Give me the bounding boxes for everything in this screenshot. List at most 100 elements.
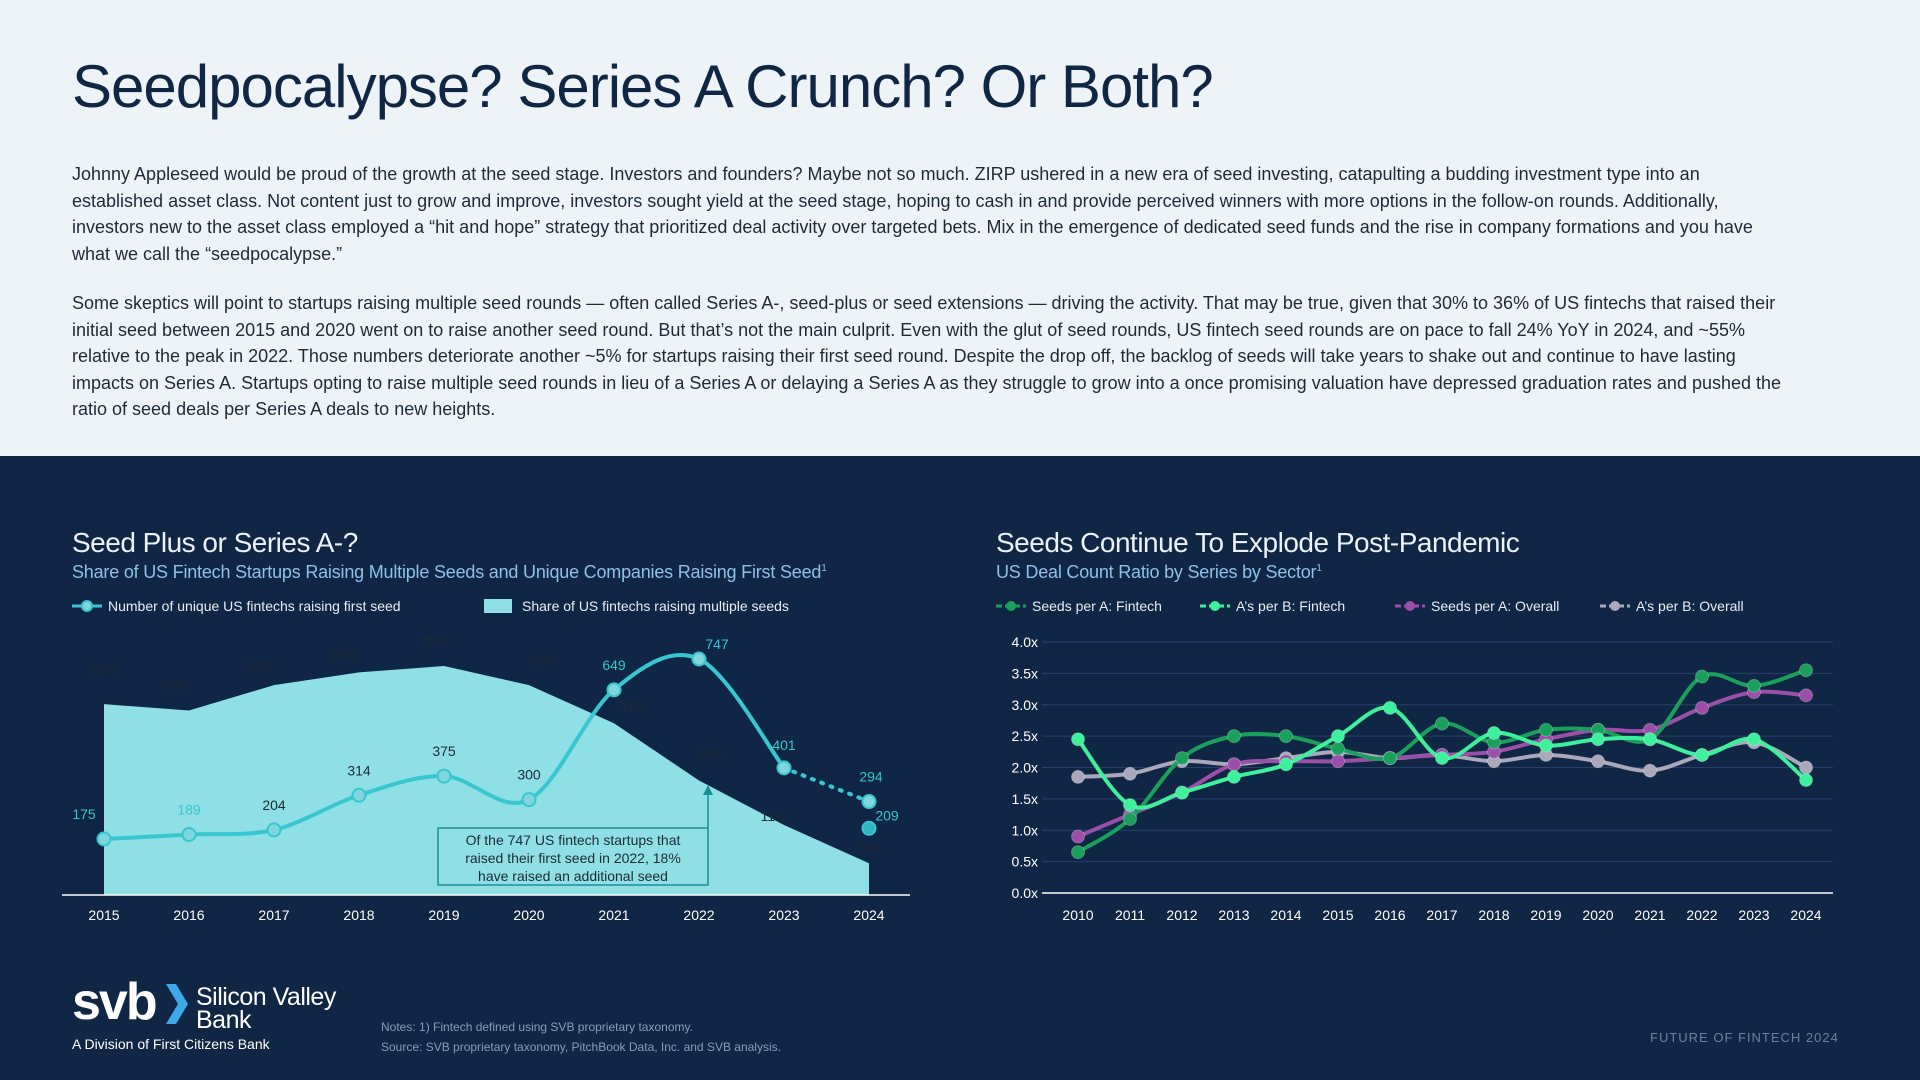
chart1-share-label: 29% xyxy=(160,678,188,694)
chart2-legend-label: A’s per B: Overall xyxy=(1636,598,1744,614)
chart1-point xyxy=(181,827,197,843)
chart2-point xyxy=(1279,729,1293,744)
chart2-point xyxy=(1799,760,1813,775)
chart2-point xyxy=(1071,732,1085,747)
chart1-share-label: 36% xyxy=(420,632,448,648)
chart1-legend-line-label: Number of unique US fintechs raising fir… xyxy=(108,598,401,614)
chart1-share-label: 11% xyxy=(761,808,788,824)
logo-bank-name: Silicon Valley Bank xyxy=(196,983,336,1034)
chart2-legend-item: A’s per B: Fintech xyxy=(1200,598,1345,614)
chart2-point xyxy=(1591,732,1605,747)
chart2-point xyxy=(1331,729,1345,744)
footnote-source: Source: SVB proprietary taxonomy, PitchB… xyxy=(381,1040,781,1054)
chart1-count-label: 747 xyxy=(705,636,729,652)
chart2-subtitle: US Deal Count Ratio by Series by Sector1 xyxy=(996,562,1322,582)
chart1-area-share xyxy=(104,666,869,895)
chart2-point xyxy=(1799,663,1813,678)
chart1-point-projected xyxy=(861,820,877,836)
chart2-x-tick: 2024 xyxy=(1790,907,1821,923)
legend-swatch-dot xyxy=(1006,601,1016,611)
chart2-point xyxy=(1331,741,1345,756)
chart2-x-tick: 2010 xyxy=(1062,907,1093,923)
chart2-y-tick: 0.5x xyxy=(1012,854,1038,870)
legend-swatch-dot xyxy=(1210,601,1220,611)
intro-paragraph-1: Johnny Appleseed would be proud of the g… xyxy=(72,164,1753,264)
chart1-share-label: 18% xyxy=(695,746,723,762)
chart1-x-tick: 2022 xyxy=(683,907,714,923)
chart2-y-tick: 3.0x xyxy=(1012,697,1038,713)
chart2-point xyxy=(1591,754,1605,769)
chart2-point xyxy=(1695,669,1709,684)
chart2-x-tick: 2023 xyxy=(1738,907,1769,923)
chart1-annotation-text: have raised an additional seed xyxy=(478,868,668,884)
chart2-y-tick: 1.0x xyxy=(1012,822,1038,838)
chart2-x-tick: 2019 xyxy=(1530,907,1561,923)
footnotes: Notes: 1) Fintech defined using SVB prop… xyxy=(381,1017,781,1057)
logo-mark: svb xyxy=(72,973,158,1031)
chart1-share-label: 33% xyxy=(527,652,555,668)
chart2-y-tick: 3.5x xyxy=(1012,665,1038,681)
legend-swatch xyxy=(1200,601,1230,611)
chart2-point xyxy=(1435,716,1449,731)
footer-text: FUTURE OF FINTECH 2024 xyxy=(1650,1030,1839,1045)
chart1-count-label: 375 xyxy=(432,743,456,759)
chart2-x-tick: 2015 xyxy=(1322,907,1353,923)
chart1-annotation-text: Of the 747 US fintech startups that xyxy=(466,832,681,848)
chart2-point xyxy=(1643,763,1657,778)
chart2-x-tick: 2011 xyxy=(1115,907,1145,923)
chevron-right-icon xyxy=(166,984,188,1024)
chart1-count-label: 189 xyxy=(177,802,201,818)
page-title: Seedpocalypse? Series A Crunch? Or Both? xyxy=(72,53,1214,120)
chart2-point xyxy=(1175,785,1189,800)
legend-swatch xyxy=(1395,601,1425,611)
chart2-point xyxy=(1071,769,1085,784)
logo-division: A Division of First Citizens Bank xyxy=(72,1036,270,1052)
chart2-point xyxy=(1799,688,1813,703)
chart2-point xyxy=(1383,751,1397,766)
chart2-legend-item: Seeds per A: Overall xyxy=(1395,598,1559,614)
chart2-point xyxy=(1695,747,1709,762)
chart1-point xyxy=(351,787,367,803)
chart1-count-label: 175 xyxy=(72,806,96,822)
chart1-annotation-box xyxy=(437,827,709,886)
chart2-y-tick: 2.0x xyxy=(1012,760,1038,776)
chart1-title: Seed Plus or Series A-? xyxy=(72,527,358,558)
chart2-point xyxy=(1071,829,1085,844)
chart2-point xyxy=(1695,700,1709,715)
chart1-share-label: 35% xyxy=(330,647,358,663)
chart1-point xyxy=(776,760,792,776)
chart2-legend-label: A’s per B: Fintech xyxy=(1236,598,1346,614)
chart2-point xyxy=(1799,773,1813,788)
legend-swatch xyxy=(996,601,1026,611)
chart2-legend-item: Seeds per A: Fintech xyxy=(996,598,1162,614)
chart2-point xyxy=(1227,757,1241,772)
legend-swatch xyxy=(1600,601,1630,611)
chart1-annotation-arrowhead xyxy=(703,785,713,795)
chart1-point xyxy=(521,792,537,808)
chart1-point xyxy=(436,768,452,784)
chart2-point xyxy=(1539,722,1553,737)
chart1-count-label: 204 xyxy=(262,797,286,813)
chart1-count-label: 401 xyxy=(772,737,796,753)
chart2-x-tick: 2017 xyxy=(1426,907,1457,923)
chart2-point xyxy=(1331,754,1345,769)
chart1-x-tick: 2024 xyxy=(853,907,884,923)
chart2-x-tick: 2012 xyxy=(1166,907,1197,923)
chart1-point xyxy=(266,822,282,838)
chart2-point xyxy=(1747,732,1761,747)
chart1-share-label: 5% xyxy=(859,840,879,856)
chart2-y-tick: 0.0x xyxy=(1012,885,1038,901)
chart2-y-tick: 4.0x xyxy=(1012,634,1038,650)
chart2-x-tick: 2018 xyxy=(1478,907,1509,923)
chart2-point xyxy=(1227,729,1241,744)
chart1-share-label: 30% xyxy=(90,661,118,677)
chart1-x-tick: 2017 xyxy=(258,907,289,923)
chart2-x-tick: 2013 xyxy=(1218,907,1249,923)
chart1-legend-line: Number of unique US fintechs raising fir… xyxy=(72,598,401,614)
chart1-share-label: 33% xyxy=(245,658,273,674)
chart2-legend-item: A’s per B: Overall xyxy=(1600,598,1744,614)
chart2-point xyxy=(1227,769,1241,784)
chart2-point xyxy=(1123,798,1137,813)
chart1-count-label-projected: 209 xyxy=(875,807,899,823)
